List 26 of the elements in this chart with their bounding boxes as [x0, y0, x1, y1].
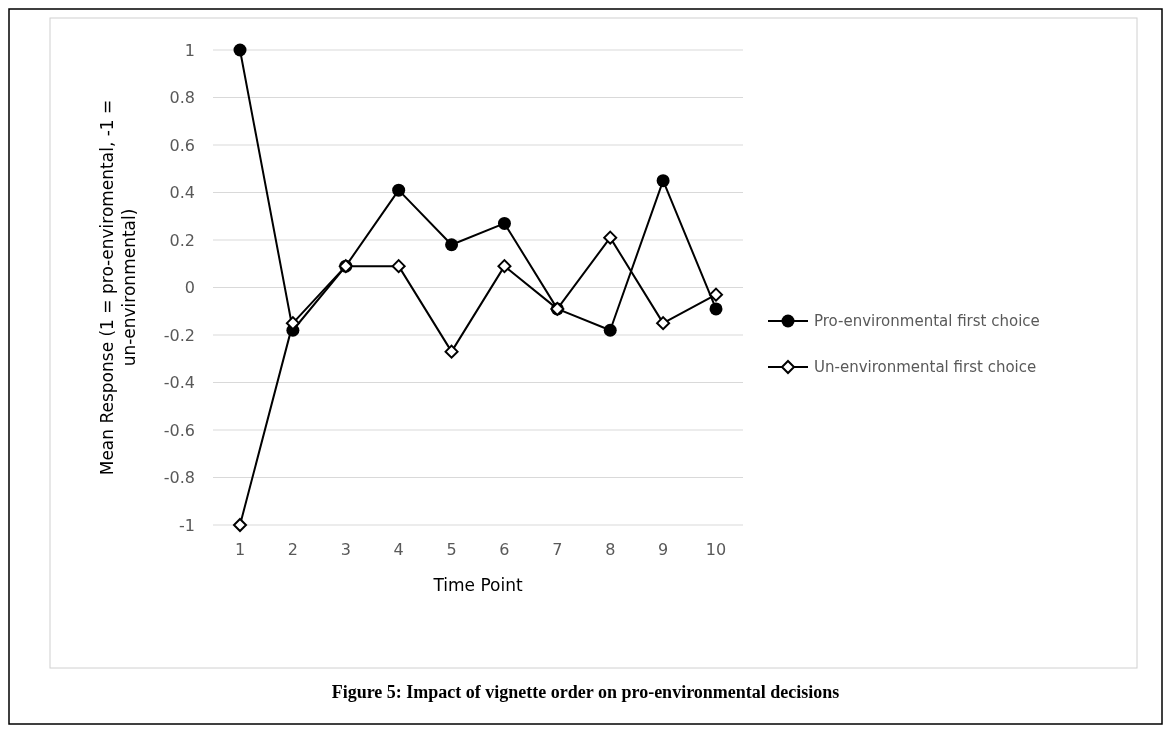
y-tick-label: -0.2 [163, 325, 195, 345]
text: Figure 5: Impact of vignette order on pro-environmental decisions [331, 682, 840, 702]
y-tick-label: 0.6 [169, 135, 195, 155]
y-tick-label: -0.4 [163, 373, 195, 393]
x-tick-label: 10 [705, 540, 727, 559]
y-tick-label: 1 [184, 40, 195, 60]
y-axis-title: Mean Response (1 = pro-enviromental, -1 = un-environmental) [97, 99, 139, 476]
y-tick-label: 0.4 [169, 183, 195, 203]
x-axis-title: Time Point [432, 575, 523, 595]
y-tick-label: 0.2 [169, 230, 195, 250]
x-tick-label: 7 [552, 540, 563, 559]
legend-label: Un-environmental first choice [814, 358, 1037, 377]
x-tick-label: 6 [499, 540, 510, 559]
y-tick-label: -1 [179, 515, 195, 535]
y-tick-label: -0.6 [163, 420, 195, 440]
y-tick-label: 0.8 [169, 88, 195, 108]
x-tick-label: 4 [393, 540, 404, 559]
x-tick-label: 9 [658, 540, 669, 559]
x-tick-label: 5 [446, 540, 457, 559]
legend-label: Pro-environmental first choice [814, 312, 1040, 331]
x-tick-label: 8 [605, 540, 616, 559]
y-tick-label: 0 [184, 278, 195, 298]
y-tick-label: -0.8 [163, 468, 195, 488]
x-tick-label: 2 [287, 540, 298, 559]
x-tick-label: 3 [340, 540, 351, 559]
x-tick-label: 1 [234, 540, 246, 559]
